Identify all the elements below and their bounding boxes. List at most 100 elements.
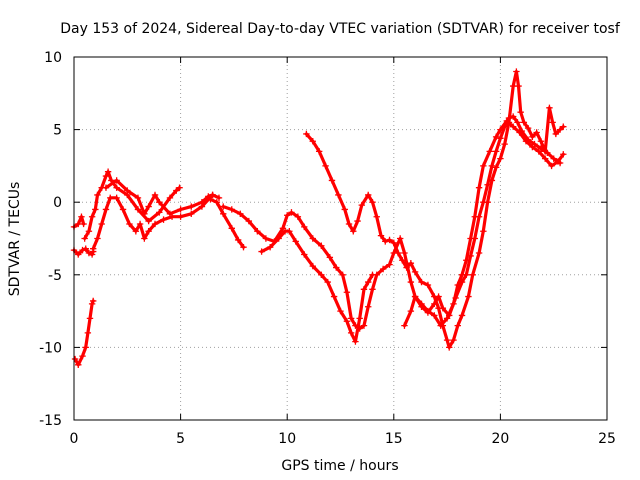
data-point bbox=[188, 203, 195, 210]
chart-title: Day 153 of 2024, Sidereal Day-to-day VTE… bbox=[60, 21, 621, 37]
data-point bbox=[88, 300, 96, 308]
data-point bbox=[435, 304, 442, 312]
data-point bbox=[503, 117, 510, 125]
data-point bbox=[492, 148, 500, 155]
data-point bbox=[94, 235, 101, 242]
data-point bbox=[132, 228, 140, 235]
data-point bbox=[486, 148, 493, 155]
data-point bbox=[258, 248, 265, 255]
data-point bbox=[145, 228, 152, 235]
data-point bbox=[467, 235, 474, 242]
data-point bbox=[492, 164, 500, 171]
data-point bbox=[339, 271, 346, 278]
y-tick-label: -10 bbox=[39, 340, 62, 356]
data-point bbox=[284, 212, 291, 219]
data-point bbox=[537, 138, 545, 145]
data-point bbox=[113, 177, 120, 184]
data-point bbox=[480, 228, 487, 235]
data-point bbox=[529, 143, 536, 151]
y-axis-label: SDTVAR / TECUs bbox=[7, 182, 23, 297]
data-point bbox=[488, 177, 496, 184]
data-point bbox=[356, 315, 363, 322]
data-point bbox=[309, 262, 316, 270]
series-trace bbox=[72, 215, 86, 229]
data-point bbox=[262, 235, 270, 242]
data-point bbox=[443, 315, 451, 322]
data-point bbox=[166, 210, 174, 218]
data-point bbox=[318, 271, 325, 278]
data-point bbox=[549, 119, 556, 126]
data-point bbox=[454, 281, 461, 289]
data-point bbox=[92, 206, 99, 213]
data-point bbox=[94, 191, 101, 199]
data-point bbox=[497, 135, 504, 142]
data-point bbox=[75, 361, 82, 369]
data-point bbox=[465, 293, 472, 300]
data-point bbox=[437, 322, 444, 329]
data-point bbox=[411, 293, 419, 300]
x-tick-label: 20 bbox=[491, 431, 509, 447]
data-point bbox=[529, 133, 536, 141]
y-tick-label: -5 bbox=[48, 268, 62, 284]
data-series-arc-3 bbox=[70, 245, 97, 258]
data-point bbox=[484, 199, 491, 206]
data-point bbox=[379, 265, 387, 273]
data-point bbox=[85, 228, 93, 235]
data-point bbox=[294, 213, 302, 220]
data-point bbox=[509, 123, 517, 130]
tick-layer: 0 5 10 15 20 25 -15 -10 -5 0 5 10 bbox=[39, 50, 616, 447]
data-point bbox=[301, 251, 308, 258]
data-point bbox=[352, 338, 359, 345]
data-point bbox=[82, 344, 89, 351]
data-point bbox=[207, 196, 214, 203]
data-point bbox=[102, 206, 110, 213]
data-point bbox=[177, 206, 184, 213]
data-point bbox=[104, 168, 112, 175]
data-point bbox=[84, 329, 92, 337]
data-point bbox=[124, 187, 131, 194]
data-series-arc-10 bbox=[303, 68, 567, 351]
data-point bbox=[188, 210, 195, 218]
data-point bbox=[220, 203, 227, 210]
data-point bbox=[347, 329, 355, 337]
data-point bbox=[209, 191, 216, 199]
data-point bbox=[369, 286, 376, 293]
data-point bbox=[89, 245, 97, 252]
data-point bbox=[446, 344, 453, 351]
data-point bbox=[275, 235, 282, 242]
data-point bbox=[75, 251, 82, 258]
data-point bbox=[407, 278, 415, 286]
data-point bbox=[535, 148, 542, 155]
data-point bbox=[365, 191, 372, 199]
data-point bbox=[347, 315, 355, 322]
data-point bbox=[560, 123, 567, 130]
grid-layer bbox=[74, 57, 607, 420]
data-point bbox=[107, 194, 114, 202]
data-point bbox=[288, 209, 295, 216]
data-point bbox=[365, 278, 372, 286]
data-point bbox=[254, 228, 261, 235]
data-point bbox=[292, 238, 299, 245]
data-point bbox=[373, 213, 380, 220]
data-point bbox=[386, 261, 393, 268]
data-point bbox=[173, 187, 180, 194]
data-point bbox=[113, 194, 120, 202]
data-point bbox=[326, 254, 334, 261]
data-point bbox=[324, 278, 331, 286]
data-point bbox=[377, 232, 385, 239]
data-point bbox=[337, 307, 344, 315]
data-point bbox=[315, 148, 323, 155]
data-point bbox=[343, 318, 351, 325]
data-point bbox=[119, 206, 127, 213]
data-point bbox=[303, 130, 310, 138]
series-trace bbox=[304, 69, 565, 349]
data-point bbox=[480, 162, 487, 170]
data-point bbox=[552, 130, 560, 138]
data-point bbox=[166, 194, 174, 202]
data-point bbox=[533, 129, 540, 136]
data-point bbox=[475, 249, 483, 257]
data-point bbox=[541, 155, 549, 162]
data-point bbox=[82, 245, 89, 252]
data-point bbox=[418, 278, 425, 286]
data-point bbox=[454, 322, 461, 329]
